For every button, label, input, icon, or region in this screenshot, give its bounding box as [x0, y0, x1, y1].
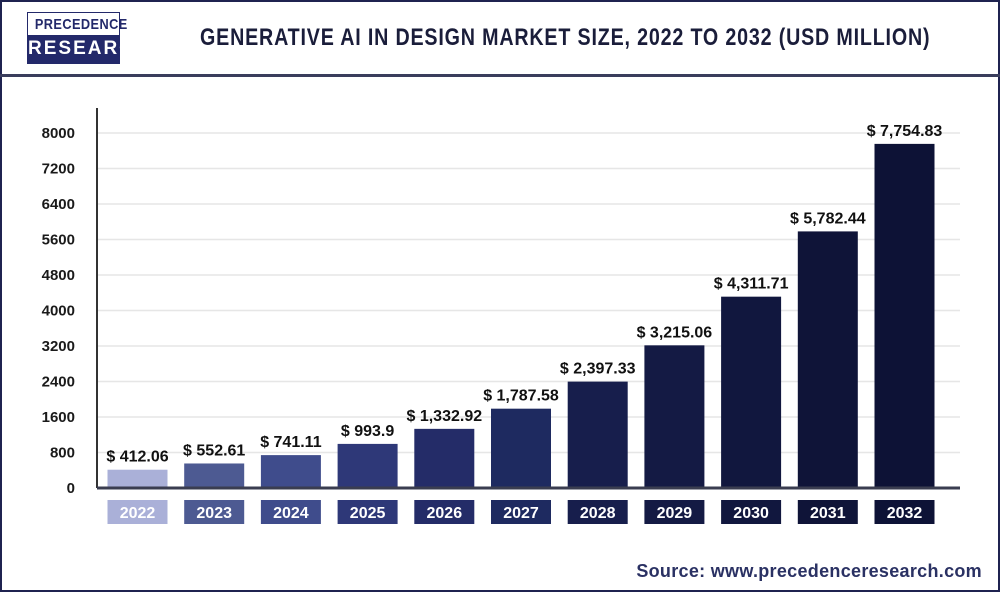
data-label: $ 741.11: [260, 434, 322, 451]
data-label: $ 1,332.92: [406, 408, 482, 425]
data-label: $ 412.06: [106, 449, 168, 466]
y-tick-label: 4800: [42, 267, 75, 284]
category-box: [107, 500, 168, 524]
y-tick-label: 6400: [42, 196, 75, 213]
x-tick-label: 2030: [733, 505, 769, 522]
category-box: [337, 500, 398, 524]
category-box: [721, 500, 782, 524]
bar-2025: [337, 443, 398, 488]
source-text: Source: www.precedenceresearch.com: [636, 561, 982, 581]
x-tick-label: 2029: [657, 505, 693, 522]
category-box: [260, 500, 321, 524]
bar-2023: [184, 463, 245, 488]
x-tick-label: 2027: [503, 505, 539, 522]
bar-2028: [567, 381, 628, 488]
data-label: $ 7,754.83: [867, 123, 943, 140]
chart-title: GENERATIVE AI IN DESIGN MARKET SIZE, 202…: [200, 24, 931, 51]
y-tick-label: 5600: [42, 232, 75, 249]
y-tick-label: 2400: [42, 374, 75, 391]
data-label: $ 2,397.33: [560, 361, 636, 378]
data-label: $ 552.61: [183, 442, 245, 459]
bar-2024: [260, 455, 321, 488]
category-box: [184, 500, 245, 524]
data-label: $ 3,215.06: [637, 324, 713, 341]
bar-2027: [491, 408, 551, 488]
bar-2031: [797, 231, 858, 488]
bar-2029: [644, 345, 705, 488]
x-tick-label: 2025: [350, 505, 386, 522]
y-tick-label: 8000: [42, 125, 75, 142]
y-tick-label: 1600: [42, 409, 75, 426]
category-box: [414, 500, 475, 524]
category-box: [797, 500, 858, 524]
header-divider: [0, 74, 1000, 77]
data-label: $ 4,311.71: [714, 276, 789, 293]
bar-2022: [107, 469, 168, 488]
data-label: $ 993.9: [341, 423, 394, 440]
y-tick-label: 3200: [42, 338, 75, 355]
bar-2030: [721, 296, 782, 488]
y-tick-label: 0: [67, 480, 75, 497]
x-tick-label: 2028: [580, 505, 616, 522]
category-box: [567, 500, 628, 524]
x-tick-label: 2032: [887, 505, 923, 522]
bar-2026: [414, 428, 475, 488]
logo-line2: RESEARCH: [28, 35, 149, 63]
y-tick-label: 800: [50, 445, 75, 462]
precedence-research-logo: PRECEDENCE RESEARCH: [27, 12, 149, 64]
bar-2032: [874, 143, 935, 488]
category-box: [491, 500, 551, 524]
category-box: [644, 500, 705, 524]
data-label: $ 5,782.44: [790, 210, 866, 227]
x-tick-label: 2031: [810, 505, 846, 522]
category-box: [874, 500, 935, 524]
y-tick-label: 4000: [42, 303, 75, 320]
logo-line1: PRECEDENCE: [34, 13, 127, 35]
x-tick-label: 2023: [196, 505, 232, 522]
x-tick-label: 2024: [273, 505, 309, 522]
data-label: $ 1,787.58: [483, 388, 559, 405]
y-tick-label: 7200: [42, 161, 75, 178]
x-tick-label: 2022: [120, 505, 156, 522]
x-tick-label: 2026: [427, 505, 463, 522]
